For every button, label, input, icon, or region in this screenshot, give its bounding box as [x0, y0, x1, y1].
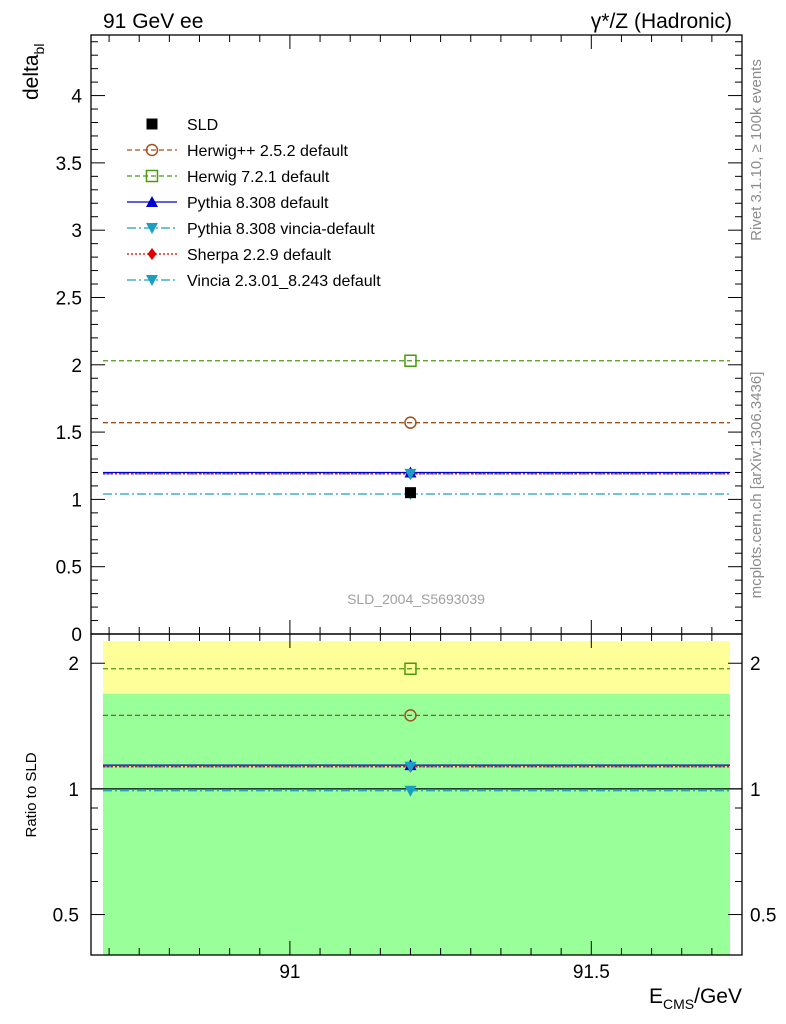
- legend-label: Pythia 8.308 vincia-default: [187, 221, 375, 238]
- legend-entry: Pythia 8.308 vincia-default: [127, 221, 375, 238]
- main-y-axis-label: deltabl: [20, 44, 47, 100]
- legend-label: Herwig 7.2.1 default: [187, 169, 330, 186]
- legend-marker: [146, 223, 158, 234]
- ratio-point-pythia-8-308-vincia-default: [404, 761, 417, 773]
- legend-marker: [145, 143, 159, 157]
- ratio-frame: [90, 633, 743, 956]
- main-y-tick-label: 0.5: [56, 558, 82, 579]
- legend-marker: [146, 275, 158, 286]
- ratio-y-tick-label-right: 2: [750, 654, 761, 675]
- x-label-subscript: CMS: [663, 996, 694, 1012]
- main-y-tick-label: 2: [71, 356, 82, 377]
- x-label-unit: /GeV: [694, 985, 742, 1008]
- main-point-herwig-2-5-2-default: [404, 416, 417, 429]
- main-y-tick-label: 3: [71, 221, 82, 242]
- legend-label: Herwig++ 2.5.2 default: [187, 143, 349, 160]
- y-label-subscript: bl: [31, 44, 47, 55]
- x-tick-label: 91.5: [573, 962, 610, 983]
- y-label-base: delta: [20, 54, 43, 100]
- legend-entry: Herwig++ 2.5.2 default: [127, 143, 349, 160]
- ratio-y-tick-label-left: 2: [68, 654, 79, 675]
- main-point-herwig-7-2-1-default: [404, 354, 417, 367]
- legend-marker: [146, 196, 158, 207]
- x-tick-label: 91: [279, 962, 300, 983]
- main-point-pythia-8-308-vincia-default: [404, 468, 417, 480]
- x-axis-label: ECMS/GeV: [649, 985, 742, 1012]
- ratio-y-tick-label-right: 1: [750, 780, 761, 801]
- header-right-text: γ*/Z (Hadronic): [591, 10, 732, 33]
- legend-entry: SLD: [146, 117, 218, 134]
- header-left-text: 91 GeV ee: [103, 10, 203, 33]
- main-series-markers: [404, 354, 417, 501]
- legend-entry: Sherpa 2.2.9 default: [127, 247, 332, 264]
- main-series-lines: [103, 360, 730, 495]
- ratio-series-markers: [404, 662, 417, 797]
- rivet-version-label: Rivet 3.1.10, ≥ 100k events: [748, 59, 765, 241]
- main-y-tick-label: 3.5: [56, 154, 82, 175]
- main-y-tick-label: 2.5: [56, 288, 82, 309]
- legend-entry: Pythia 8.308 default: [127, 195, 329, 212]
- ratio-y-tick-label-left: 1: [68, 780, 79, 801]
- ratio-panel: [91, 641, 742, 955]
- ratio-y-tick-label-right: 0.5: [750, 906, 776, 927]
- main-point-sld: [404, 487, 416, 499]
- ratio-point-vincia-2-3-01-8-243-default: [404, 785, 417, 797]
- ratio-point-herwig-7-2-1-default: [404, 662, 417, 676]
- main-y-tick-label: 1.5: [56, 423, 82, 444]
- mcplots-label: mcplots.cern.ch [arXiv:1306.3436]: [748, 372, 765, 599]
- legend-marker: [147, 248, 157, 260]
- analysis-id-label: SLD_2004_S5693039: [347, 591, 485, 607]
- legend-entry: Vincia 2.3.01_8.243 default: [127, 273, 381, 290]
- x-label-base: E: [649, 985, 663, 1008]
- ratio-point-herwig-2-5-2-default: [404, 709, 417, 722]
- ratio-y-tick-label-left: 0.5: [53, 906, 79, 927]
- main-y-tick-label: 0: [71, 625, 82, 646]
- legend: SLD Herwig++ 2.5.2 default Herwig 7.2.1 de…: [127, 117, 381, 290]
- legend-label: Pythia 8.308 default: [187, 195, 329, 212]
- ratio-y-axis-label: Ratio to SLD: [23, 752, 40, 837]
- main-y-tick-label: 4: [71, 87, 82, 108]
- legend-entry: Herwig 7.2.1 default: [127, 169, 330, 186]
- legend-label: Sherpa 2.2.9 default: [187, 247, 332, 264]
- legend-marker: [146, 118, 158, 130]
- legend-label: Vincia 2.3.01_8.243 default: [187, 273, 381, 290]
- legend-label: SLD: [187, 117, 218, 134]
- ratio-band-green: [103, 693, 730, 955]
- main-y-tick-label: 1: [71, 490, 82, 511]
- axes: 0 0.5 1 1.5 2 2.5 3 3.5 4 91 91.5 0.5 0.5 1 1 2 2: [53, 34, 776, 983]
- legend-marker: [145, 169, 159, 183]
